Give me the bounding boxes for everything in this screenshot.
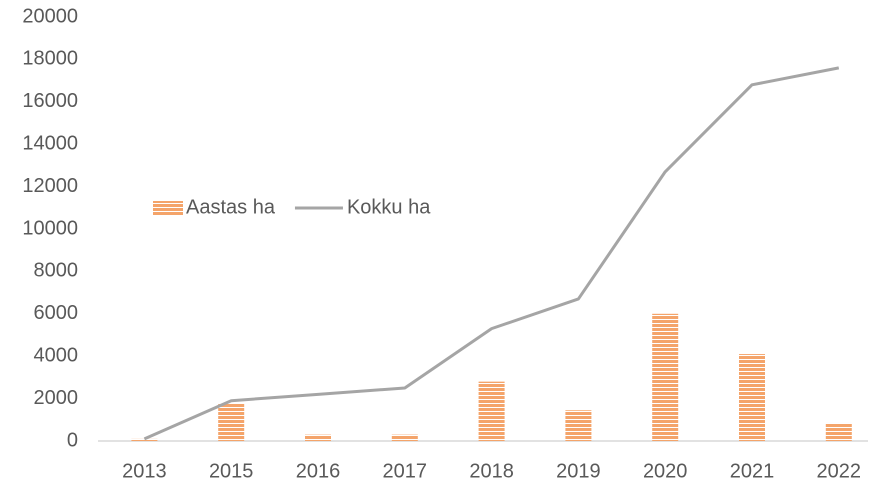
y-tick-label: 6000	[34, 302, 79, 324]
y-tick-label: 2000	[34, 387, 79, 409]
x-tick-label: 2013	[122, 460, 167, 482]
bar	[652, 313, 679, 441]
y-tick-label: 18000	[22, 48, 78, 70]
y-tick-label: 12000	[22, 175, 78, 197]
bar	[305, 434, 331, 441]
y-tick-label: 0	[67, 429, 78, 451]
line	[143, 66, 840, 441]
bar	[825, 422, 852, 441]
x-tick-label: 2021	[730, 460, 775, 482]
x-tick-label: 2017	[383, 460, 428, 482]
x-tick-label: 2020	[643, 460, 688, 482]
bar	[218, 403, 245, 441]
x-tick-label: 2015	[209, 460, 254, 482]
x-tick-label: 2019	[556, 460, 601, 482]
y-tick-label: 8000	[34, 260, 79, 282]
bar	[478, 381, 505, 441]
bar	[739, 354, 765, 441]
x-tick-label: 2022	[817, 460, 862, 482]
y-tick-label: 10000	[22, 217, 78, 239]
y-tick-label: 16000	[22, 90, 78, 112]
x-tick-label: 2016	[296, 460, 341, 482]
x-tick-label: 2018	[469, 460, 514, 482]
legend-swatch	[153, 201, 183, 215]
legend-label: Aastas ha	[186, 196, 276, 218]
legend-label: Kokku ha	[347, 196, 431, 218]
y-tick-label: 14000	[22, 132, 78, 154]
bar	[565, 410, 592, 441]
y-tick-label: 20000	[22, 5, 78, 27]
bar	[391, 434, 418, 441]
bar	[131, 438, 158, 441]
y-tick-label: 4000	[34, 344, 79, 366]
